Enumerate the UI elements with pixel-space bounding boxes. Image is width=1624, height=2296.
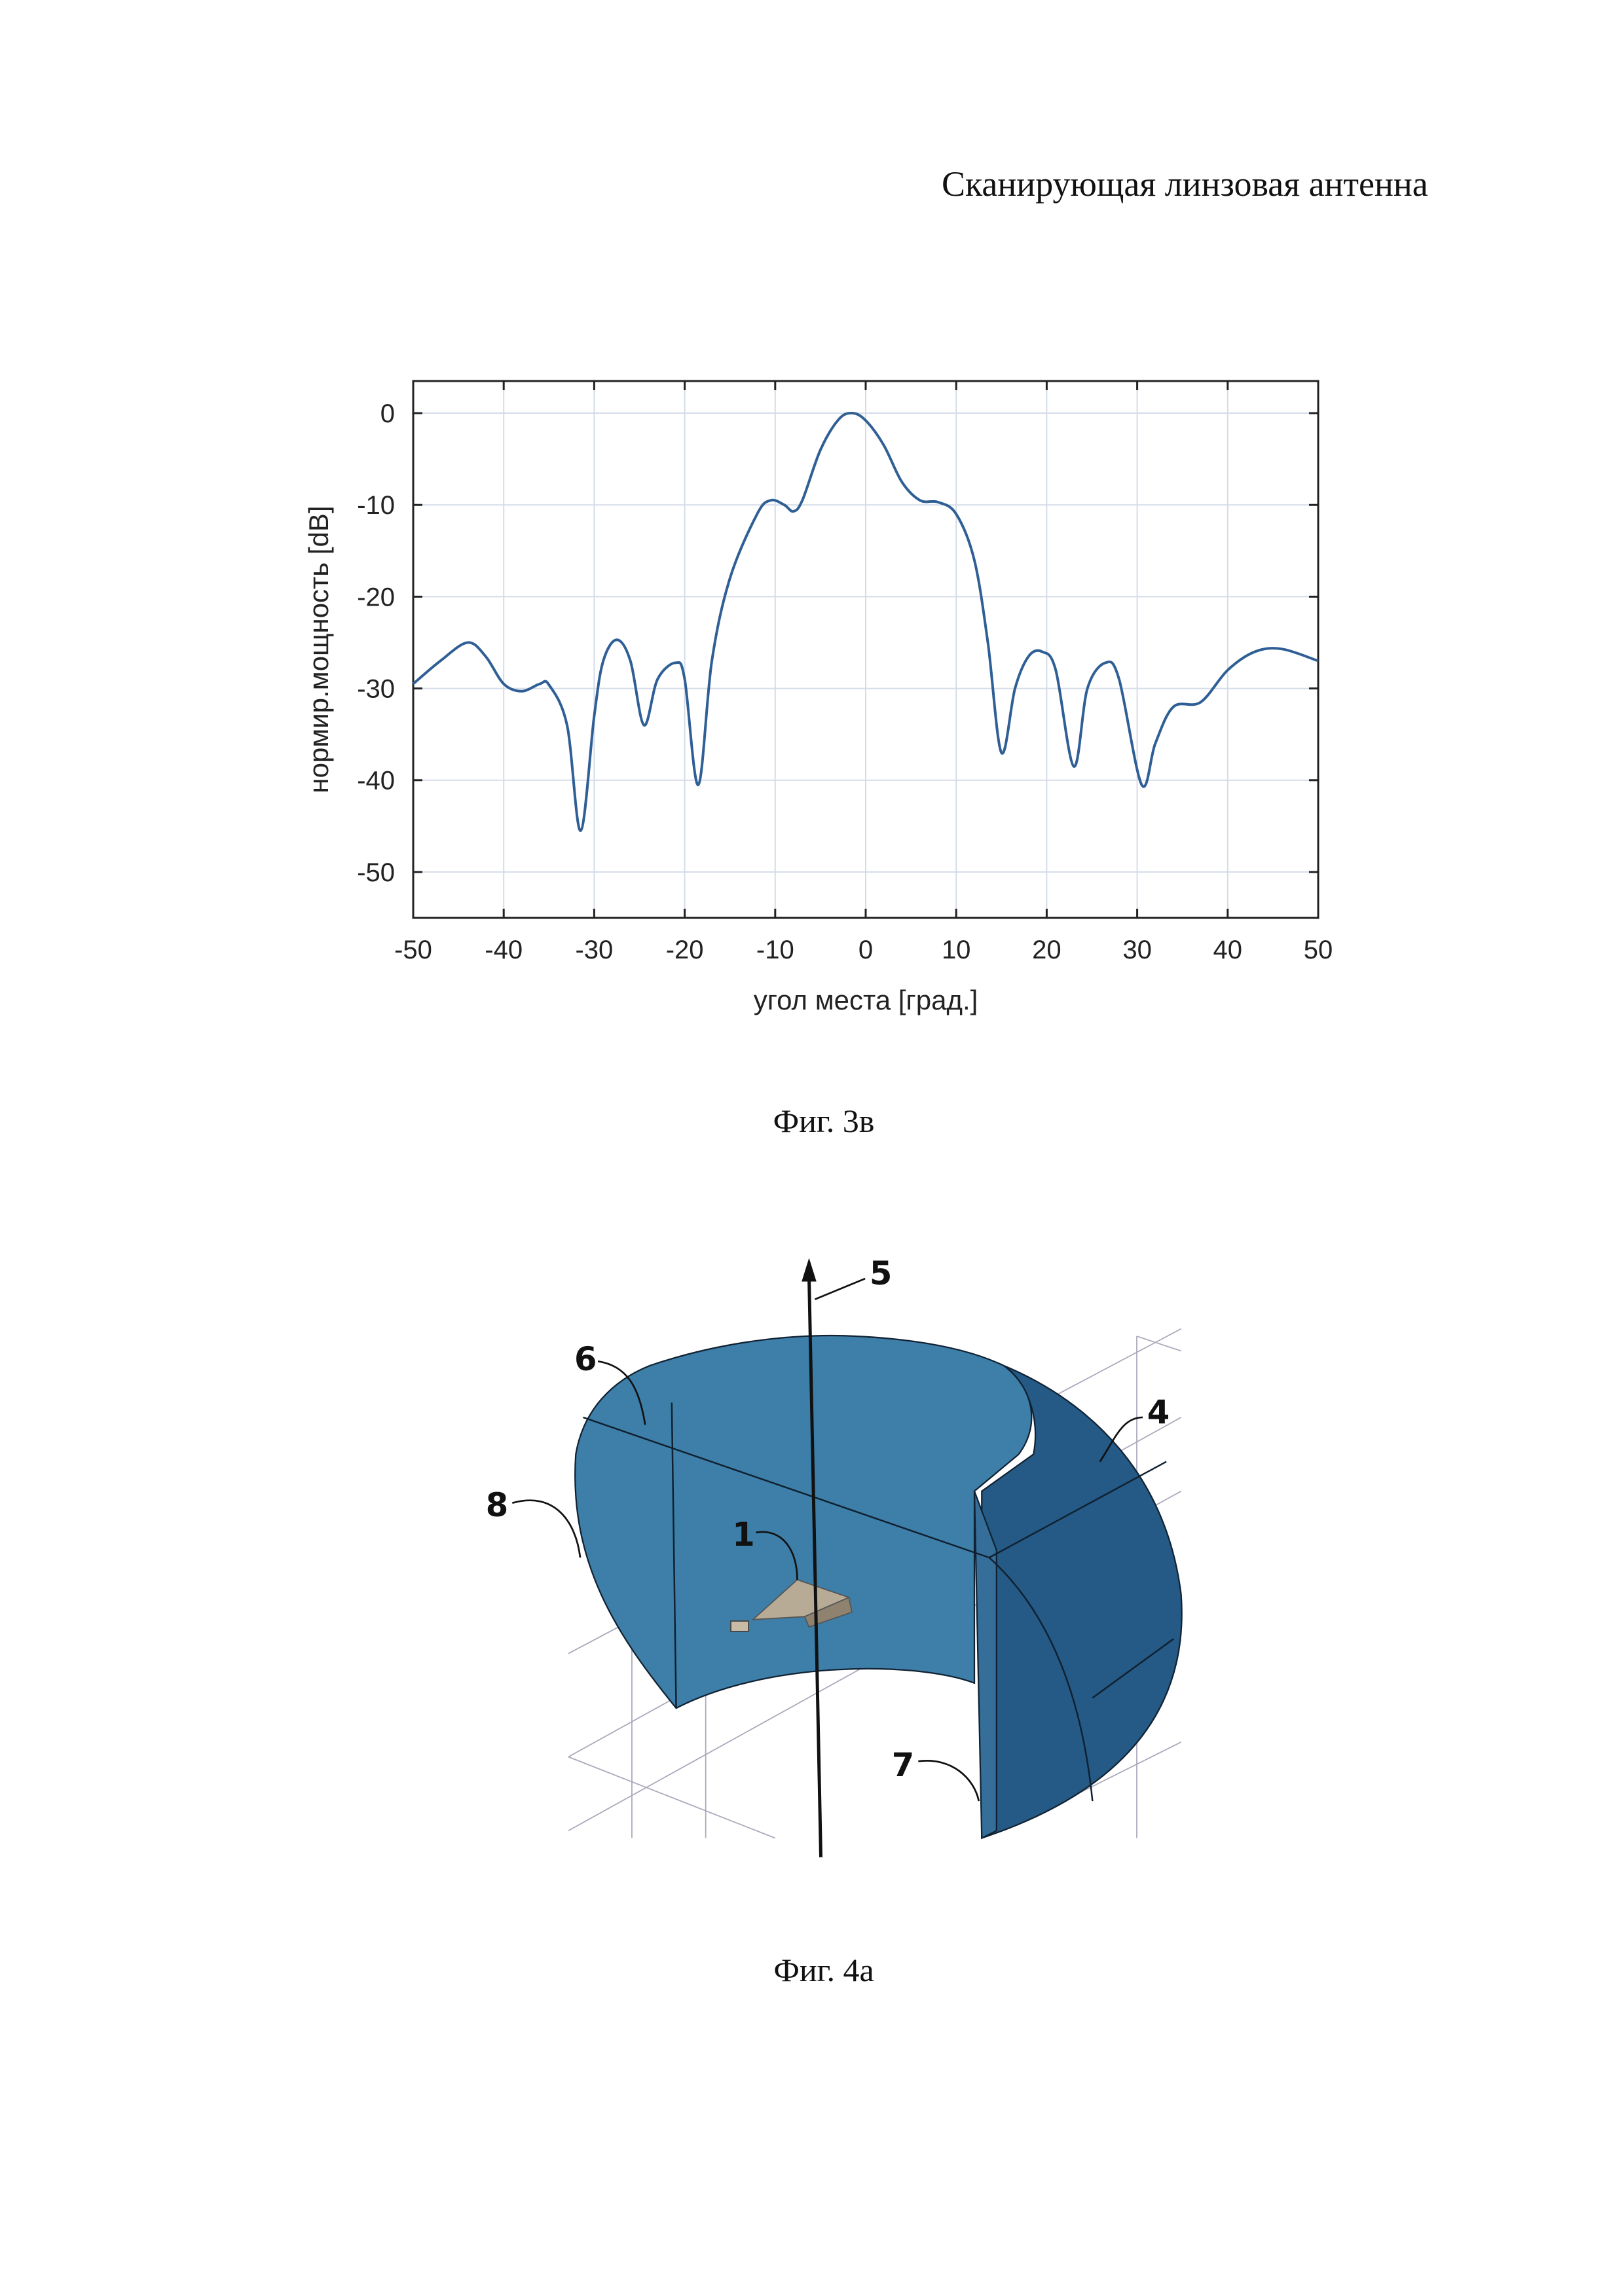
x-tick-label: -20 xyxy=(666,936,704,964)
series-line-pattern xyxy=(412,412,1319,832)
label-6: 6 xyxy=(574,1340,597,1378)
y-axis-label: нормир.мощность [dB] xyxy=(303,505,334,793)
x-tick-label: 40 xyxy=(1213,936,1243,964)
label-8: 8 xyxy=(486,1486,509,1524)
figure-4a-caption: Фиг. 4а xyxy=(773,1952,874,1988)
y-tick-label: -20 xyxy=(357,583,395,611)
y-tick-label: 0 xyxy=(380,399,395,428)
y-tick-label: -50 xyxy=(357,858,395,887)
x-tick-label: 30 xyxy=(1122,936,1152,964)
x-tick-label: -10 xyxy=(756,936,794,964)
y-tick-label: -40 xyxy=(357,767,395,795)
label-4: 4 xyxy=(1147,1393,1170,1431)
leader-lines xyxy=(511,1277,1143,1802)
lens-inner-step xyxy=(973,1491,997,1840)
x-tick-label: -40 xyxy=(485,936,523,964)
x-tick-label: -50 xyxy=(394,936,432,964)
x-tick-label: 0 xyxy=(858,936,873,964)
x-axis-label: угол места [град.] xyxy=(754,985,978,1015)
axis-arrow-icon xyxy=(802,1258,823,1857)
x-tick-label: -30 xyxy=(575,936,613,964)
label-1: 1 xyxy=(732,1516,755,1554)
document-title: Сканирующая линзовая антенна xyxy=(942,164,1428,204)
radiation-pattern-chart: -50 -40 -30 -20 -10 0 10 20 30 40 50 0 -10 -20 -30 -40 -… xyxy=(303,380,1333,1015)
figure-3v-caption: Фиг. 3в xyxy=(773,1102,875,1139)
lens-front-face xyxy=(574,1334,1033,1709)
lens-edges xyxy=(583,1402,1175,1802)
label-5: 5 xyxy=(870,1254,893,1292)
lens-side-face xyxy=(981,1365,1183,1840)
label-7: 7 xyxy=(892,1746,915,1784)
y-tick-label: -30 xyxy=(357,675,395,704)
x-tick-label: 20 xyxy=(1032,936,1061,964)
y-tick-label: -10 xyxy=(357,491,395,520)
x-tick-label: 10 xyxy=(942,936,971,964)
x-tick-label: 50 xyxy=(1304,936,1333,964)
